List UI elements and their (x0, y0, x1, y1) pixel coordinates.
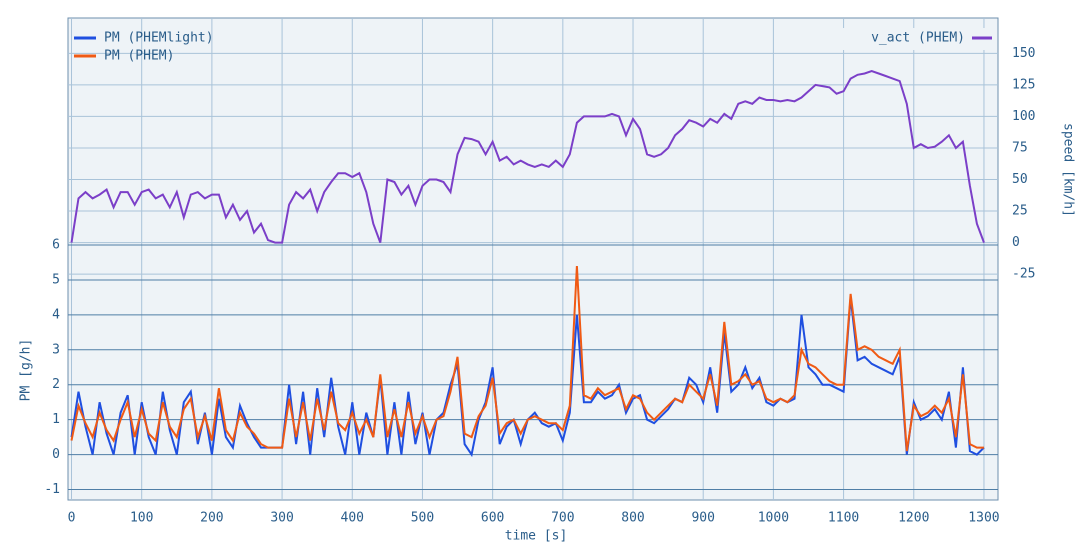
x-tick-label: 200 (200, 511, 223, 526)
line (70, 69, 985, 244)
y2-tick-label: 0 (1012, 235, 1020, 250)
x-tick-label: 300 (270, 511, 293, 526)
y2-tick-label: 50 (1012, 172, 1028, 187)
y-tick-label: 5 (52, 272, 60, 287)
y-tick-label: 0 (52, 447, 60, 462)
y-tick-label: 3 (52, 342, 60, 357)
y2-tick-label: 25 (1012, 204, 1028, 219)
y2-tick-label: 100 (1012, 109, 1035, 124)
y2-tick-label: 75 (1012, 140, 1028, 155)
y2-tick-label: -25 (1012, 267, 1035, 282)
legend-label: PM (PHEMlight) (104, 31, 214, 46)
y-tick-label: 2 (52, 377, 60, 392)
y2-axis-label: speed [km/h] (1061, 123, 1076, 217)
line (70, 265, 984, 452)
x-tick-label: 800 (621, 511, 644, 526)
y-tick-label: 1 (52, 412, 60, 427)
x-tick-label: 700 (551, 511, 574, 526)
legend-label: v_act (PHEM) (871, 31, 965, 46)
x-tick-label: 1000 (758, 511, 789, 526)
x-tick-label: 1300 (968, 511, 999, 526)
legend-bg (838, 28, 994, 50)
x-tick-label: 1200 (898, 511, 929, 526)
x-axis-label: time [s] (505, 529, 568, 544)
x-tick-label: 600 (481, 511, 504, 526)
x-tick-label: 900 (691, 511, 714, 526)
y2-tick-label: 125 (1012, 77, 1035, 92)
y2-tick-label: 150 (1012, 46, 1035, 61)
y-axis-label: PM [g/h] (19, 339, 34, 402)
x-tick-label: 500 (411, 511, 434, 526)
y-tick-label: 6 (52, 238, 60, 253)
x-tick-label: 100 (130, 511, 153, 526)
y-tick-label: -1 (44, 482, 60, 497)
legend-label: PM (PHEM) (104, 49, 174, 64)
x-tick-label: 0 (68, 511, 76, 526)
y-tick-label: 4 (52, 307, 60, 322)
x-tick-label: 400 (341, 511, 364, 526)
x-tick-label: 1100 (828, 511, 859, 526)
